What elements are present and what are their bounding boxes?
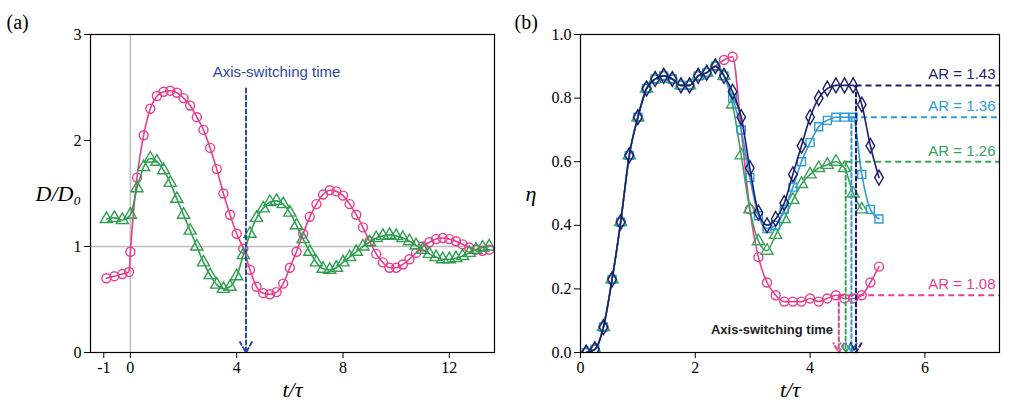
- svg-text:(b): (b): [515, 11, 538, 34]
- svg-text:0.0: 0.0: [552, 344, 572, 361]
- svg-text:2: 2: [74, 132, 82, 149]
- svg-text:0.8: 0.8: [552, 89, 572, 106]
- svg-text:4: 4: [233, 359, 241, 376]
- svg-text:Axis-switching time: Axis-switching time: [711, 322, 833, 337]
- svg-text:D/D₀: D/D₀: [35, 181, 82, 206]
- svg-text:Axis-switching time: Axis-switching time: [213, 63, 341, 80]
- svg-text:-1: -1: [97, 359, 110, 376]
- svg-text:0: 0: [126, 359, 134, 376]
- svg-text:0: 0: [577, 359, 585, 376]
- svg-text:3: 3: [74, 26, 82, 43]
- svg-text:(a): (a): [7, 11, 29, 34]
- svg-text:AR = 1.26: AR = 1.26: [928, 142, 995, 159]
- svg-text:8: 8: [339, 359, 347, 376]
- svg-text:0.6: 0.6: [552, 153, 572, 170]
- svg-text:4: 4: [806, 359, 814, 376]
- svg-text:η: η: [526, 181, 537, 206]
- svg-text:1: 1: [74, 238, 82, 255]
- svg-text:AR = 1.43: AR = 1.43: [928, 65, 995, 82]
- svg-text:6: 6: [921, 359, 929, 376]
- svg-text:AR = 1.08: AR = 1.08: [928, 275, 995, 292]
- svg-text:t/τ: t/τ: [282, 377, 303, 402]
- svg-text:t/τ: t/τ: [780, 377, 801, 402]
- svg-text:2: 2: [691, 359, 699, 376]
- svg-text:0.4: 0.4: [552, 216, 572, 233]
- svg-text:0: 0: [74, 344, 82, 361]
- svg-text:12: 12: [441, 359, 457, 376]
- svg-text:AR = 1.36: AR = 1.36: [928, 97, 995, 114]
- svg-text:0.2: 0.2: [552, 280, 572, 297]
- svg-text:1.0: 1.0: [552, 26, 572, 43]
